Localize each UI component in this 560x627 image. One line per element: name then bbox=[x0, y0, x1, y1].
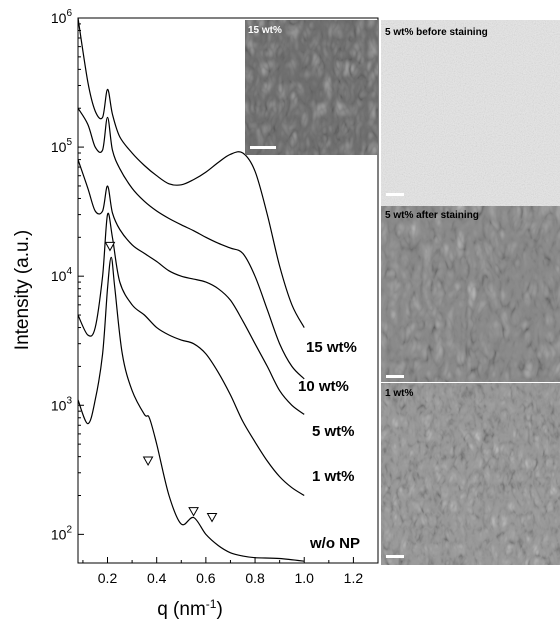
peak-marker-2 bbox=[188, 507, 199, 517]
y-tick-label: 106 bbox=[51, 8, 73, 26]
x-axis: 0.2 0.4 0.6 0.8 1.0 1.2 bbox=[82, 557, 364, 586]
plot-frame bbox=[77, 17, 379, 564]
x-tick-label: 0.6 bbox=[196, 570, 216, 586]
inset-label: 15 wt% bbox=[248, 25, 282, 36]
curves-layer bbox=[78, 18, 305, 562]
series-line-3 bbox=[78, 212, 305, 497]
x-tick-label: 0.4 bbox=[147, 570, 167, 586]
y-axis-title: Intensity (a.u.) bbox=[12, 230, 33, 350]
y-tick-label: 102 bbox=[51, 524, 73, 542]
tem-panel-5wt-after: 5 wt% after staining bbox=[381, 206, 560, 382]
curve-label-15wt: 15 wt% bbox=[306, 339, 357, 356]
scale-bar bbox=[386, 555, 404, 558]
series-line-1 bbox=[78, 107, 305, 380]
peak-marker-1 bbox=[142, 456, 154, 467]
x-tick-label: 0.8 bbox=[245, 570, 265, 586]
scale-bar bbox=[386, 193, 404, 196]
y-tick-label: 103 bbox=[51, 395, 73, 413]
panel-label-bottom: 1 wt% bbox=[385, 388, 413, 399]
curve-label-10wt: 10 wt% bbox=[298, 378, 349, 395]
series-line-0 bbox=[78, 18, 305, 328]
x-tick-label: 1.2 bbox=[344, 570, 364, 586]
peak-marker-0 bbox=[104, 241, 116, 252]
y-tick-label: 104 bbox=[51, 266, 73, 284]
panel-label-mid: 5 wt% after staining bbox=[385, 210, 479, 221]
y-axis: 102 103 104 105 106 bbox=[51, 8, 84, 542]
curve-label-5wt: 5 wt% bbox=[312, 423, 355, 440]
tem-panel-1wt: 1 wt% bbox=[381, 383, 560, 565]
y-tick-label: 105 bbox=[51, 137, 73, 155]
x-tick-label: 0.2 bbox=[98, 570, 118, 586]
series-line-2 bbox=[78, 159, 305, 415]
scale-bar bbox=[386, 375, 404, 378]
panel-label-top: 5 wt% before staining bbox=[385, 27, 488, 38]
curve-label-wo-np: w/o NP bbox=[309, 535, 360, 552]
series-line-4 bbox=[78, 256, 305, 562]
tem-panel-5wt-before: 5 wt% before staining bbox=[381, 20, 560, 206]
curve-label-1wt: 1 wt% bbox=[312, 468, 355, 485]
scale-bar bbox=[250, 146, 276, 149]
peak-marker-3 bbox=[206, 513, 218, 523]
peak-markers bbox=[104, 241, 218, 523]
x-axis-title: q (nm-1) bbox=[157, 597, 223, 620]
x-tick-label: 1.0 bbox=[294, 570, 314, 586]
tem-inset-15wt: 15 wt% bbox=[245, 20, 378, 155]
